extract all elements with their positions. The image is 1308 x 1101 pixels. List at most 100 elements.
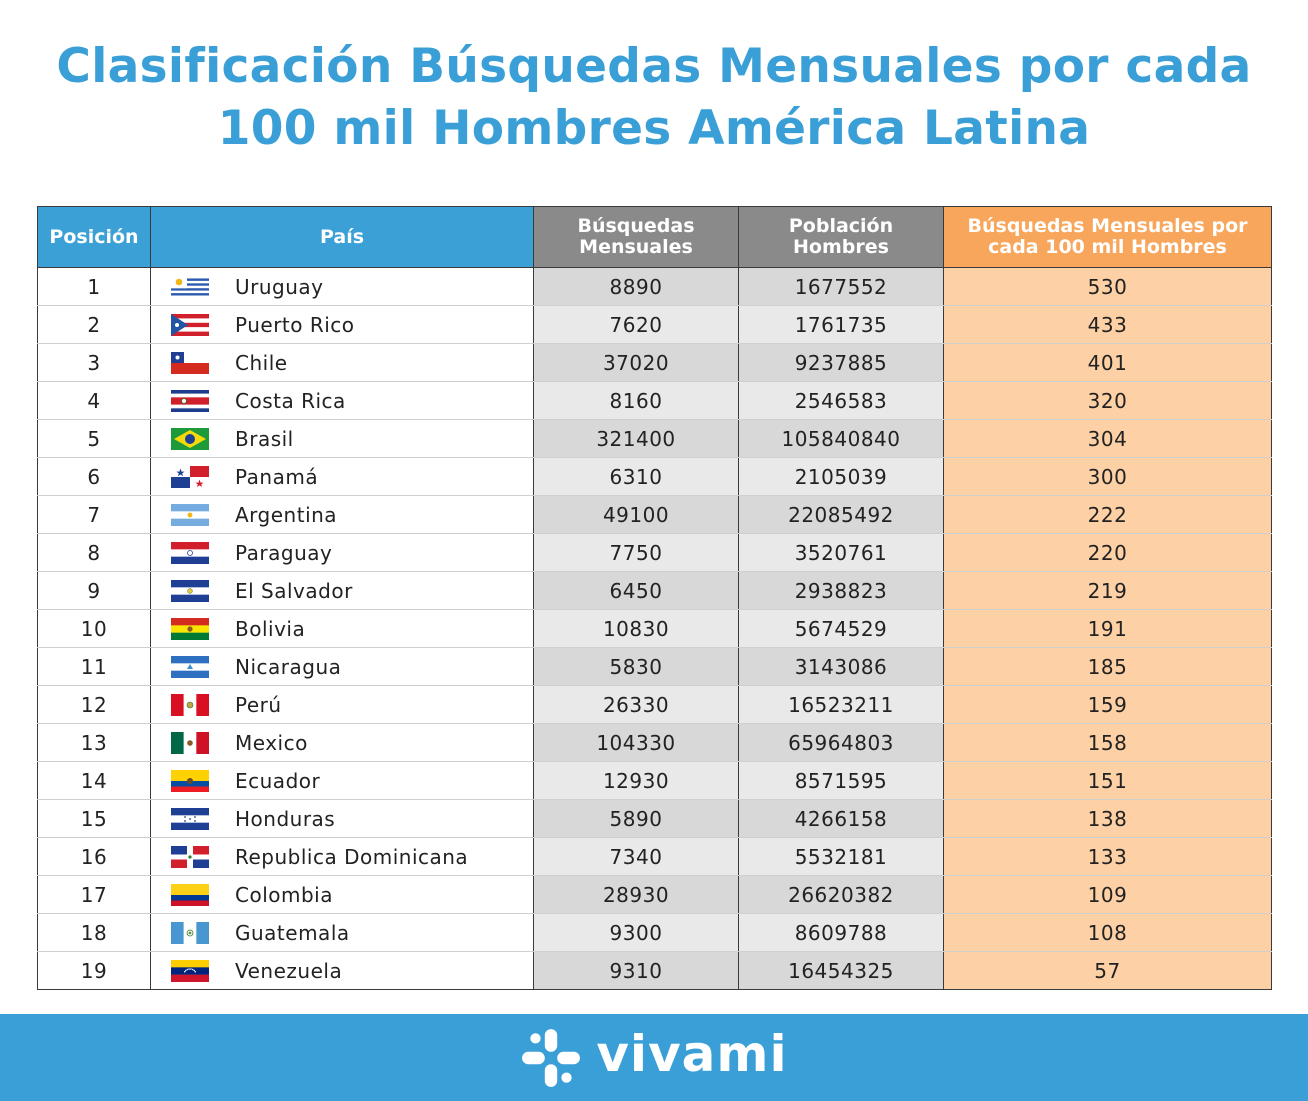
population-cell: 9237885	[738, 343, 944, 382]
population-cell: 8609788	[738, 913, 944, 952]
table-row: 13 Mexico 104330 65964803 158	[37, 723, 1272, 762]
country-name: Perú	[235, 692, 282, 717]
position-cell: 16	[37, 837, 151, 876]
per-100k-cell: 108	[943, 913, 1272, 952]
table-row: 7 Argentina 49100 22085492 222	[37, 495, 1272, 534]
country-cell: Puerto Rico	[150, 305, 534, 344]
position-cell: 1	[37, 267, 151, 306]
population-cell: 1761735	[738, 305, 944, 344]
per-100k-cell: 320	[943, 381, 1272, 420]
country-name: Argentina	[235, 502, 338, 527]
table-row: 18 Guatemala 9300 8609788 108	[37, 913, 1272, 952]
population-cell: 5532181	[738, 837, 944, 876]
searches-cell: 7620	[533, 305, 739, 344]
table-row: 15 Honduras 5890 4266158 138	[37, 799, 1272, 838]
searches-cell: 6310	[533, 457, 739, 496]
country-name: Paraguay	[235, 540, 333, 565]
country-name: Ecuador	[235, 768, 321, 793]
position-cell: 6	[37, 457, 151, 496]
per-100k-cell: 300	[943, 457, 1272, 496]
per-100k-cell: 433	[943, 305, 1272, 344]
bolivia-flag-icon	[171, 617, 209, 640]
page-title: Clasificación Búsquedas Mensuales por ca…	[0, 36, 1308, 160]
population-cell: 3520761	[738, 533, 944, 572]
population-cell: 105840840	[738, 419, 944, 458]
searches-cell: 12930	[533, 761, 739, 800]
per-100k-cell: 191	[943, 609, 1272, 648]
table-row: 14 Ecuador 12930 8571595 151	[37, 761, 1272, 800]
venezuela-flag-icon	[171, 959, 209, 982]
country-cell: Chile	[150, 343, 534, 382]
country-name: Puerto Rico	[235, 312, 355, 337]
country-cell: Mexico	[150, 723, 534, 762]
position-cell: 4	[37, 381, 151, 420]
country-name: Venezuela	[235, 958, 343, 983]
country-cell: Argentina	[150, 495, 534, 534]
el-salvador-flag-icon	[171, 579, 209, 602]
per-100k-cell: 222	[943, 495, 1272, 534]
guatemala-flag-icon	[171, 921, 209, 944]
per-100k-cell: 304	[943, 419, 1272, 458]
searches-cell: 321400	[533, 419, 739, 458]
position-cell: 11	[37, 647, 151, 686]
table-row: 8 Paraguay 7750 3520761 220	[37, 533, 1272, 572]
population-cell: 2938823	[738, 571, 944, 610]
country-cell: Guatemala	[150, 913, 534, 952]
colombia-flag-icon	[171, 883, 209, 906]
population-cell: 16523211	[738, 685, 944, 724]
per-100k-cell: 133	[943, 837, 1272, 876]
country-name: Bolivia	[235, 616, 306, 641]
country-cell: Costa Rica	[150, 381, 534, 420]
per-100k-cell: 151	[943, 761, 1272, 800]
country-cell: Ecuador	[150, 761, 534, 800]
position-cell: 8	[37, 533, 151, 572]
position-cell: 18	[37, 913, 151, 952]
population-cell: 2546583	[738, 381, 944, 420]
per-100k-cell: 159	[943, 685, 1272, 724]
country-name: Colombia	[235, 882, 333, 907]
position-cell: 7	[37, 495, 151, 534]
searches-cell: 6450	[533, 571, 739, 610]
per-100k-cell: 530	[943, 267, 1272, 306]
per-100k-cell: 219	[943, 571, 1272, 610]
position-cell: 10	[37, 609, 151, 648]
peru-flag-icon	[171, 693, 209, 716]
table-row: 9 El Salvador 6450 2938823 219	[37, 571, 1272, 610]
country-name: Chile	[235, 350, 288, 375]
searches-cell: 5830	[533, 647, 739, 686]
table-row: 11 Nicaragua 5830 3143086 185	[37, 647, 1272, 686]
position-cell: 5	[37, 419, 151, 458]
country-cell: Honduras	[150, 799, 534, 838]
table-row: 16 Republica Dominicana 7340 5532181 133	[37, 837, 1272, 876]
panama-flag-icon	[171, 465, 209, 488]
table-row: 10 Bolivia 10830 5674529 191	[37, 609, 1272, 648]
position-cell: 15	[37, 799, 151, 838]
searches-cell: 9310	[533, 951, 739, 990]
position-cell: 12	[37, 685, 151, 724]
country-name: Guatemala	[235, 920, 350, 945]
table-body: 1 Uruguay 8890 1677552 530 2 Puerto Rico 7620 17…	[37, 267, 1272, 990]
paraguay-flag-icon	[171, 541, 209, 564]
mexico-flag-icon	[171, 731, 209, 754]
population-cell: 65964803	[738, 723, 944, 762]
population-cell: 26620382	[738, 875, 944, 914]
country-cell: Bolivia	[150, 609, 534, 648]
table-row: 19 Venezuela 9310 16454325 57	[37, 951, 1272, 990]
honduras-flag-icon	[171, 807, 209, 830]
table-row: 12 Perú 26330 16523211 159	[37, 685, 1272, 724]
table-row: 6 Panamá 6310 2105039 300	[37, 457, 1272, 496]
table-row: 3 Chile 37020 9237885 401	[37, 343, 1272, 382]
per-100k-cell: 220	[943, 533, 1272, 572]
position-cell: 14	[37, 761, 151, 800]
table-row: 4 Costa Rica 8160 2546583 320	[37, 381, 1272, 420]
page-title-line-1: Clasificación Búsquedas Mensuales por ca…	[56, 39, 1252, 94]
population-cell: 4266158	[738, 799, 944, 838]
country-name: Republica Dominicana	[235, 844, 469, 869]
per-100k-cell: 57	[943, 951, 1272, 990]
searches-cell: 104330	[533, 723, 739, 762]
table-row: 5 Brasil 321400 105840840 304	[37, 419, 1272, 458]
searches-cell: 8160	[533, 381, 739, 420]
brasil-flag-icon	[171, 427, 209, 450]
searches-cell: 49100	[533, 495, 739, 534]
country-cell: Paraguay	[150, 533, 534, 572]
